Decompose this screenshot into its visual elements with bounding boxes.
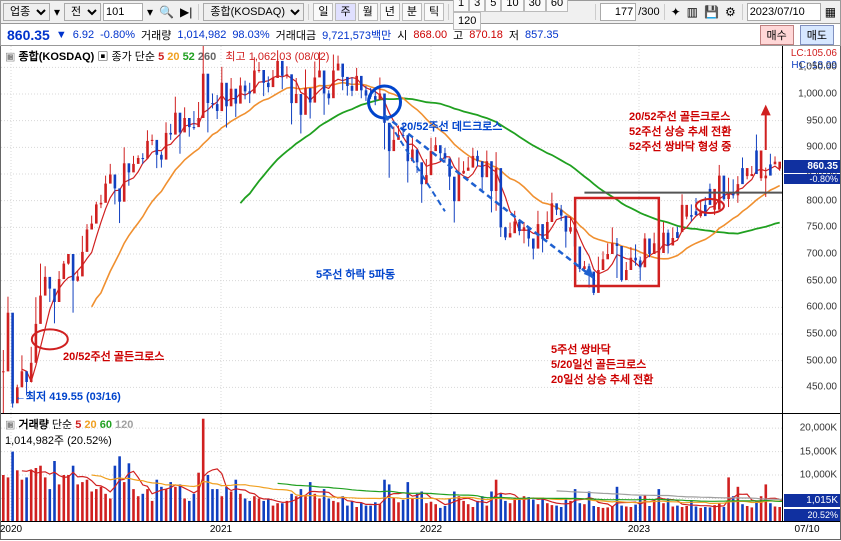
direction-arrow: ▼ [56, 29, 67, 41]
tool-icon[interactable]: ✦ [669, 5, 683, 19]
symbol-select[interactable]: 종합(KOSDAQ) [203, 3, 304, 21]
change: 6.92 [73, 29, 94, 41]
annotation: 20/52주선 데드크로스 [401, 118, 502, 134]
annotation: 5주선 하락 5파동 [316, 266, 395, 282]
high-label: 고 [453, 27, 463, 43]
low-note: ←최저 419.55 (03/16) [15, 388, 121, 404]
tick-1[interactable]: 1 [453, 0, 469, 12]
x-tick: 2021 [210, 524, 232, 535]
search-icon[interactable]: 🔍 [157, 5, 176, 19]
tick-5[interactable]: 5 [485, 0, 501, 12]
date-input[interactable] [747, 3, 821, 21]
last-price: 860.35 [7, 27, 50, 43]
lc-value: LC:105.06 [791, 48, 837, 59]
tick-3[interactable]: 3 [469, 0, 485, 12]
change-pct: -0.80% [100, 29, 135, 41]
volume-pct: 98.03% [232, 29, 269, 41]
forward-icon[interactable]: ▶| [178, 5, 194, 19]
chart-area: ▣ 종합(KOSDAQ) ▣ 종가 단순 5 20 52 260 최고 1,06… [0, 46, 841, 540]
interval-year[interactable]: 년 [380, 3, 400, 21]
price-yaxis: LC:105.06 HC:-18.99 450.00500.00550.0060… [782, 46, 840, 413]
open-value: 868.00 [413, 29, 447, 41]
annotation: 5/20일선 골든크로스 [551, 356, 646, 372]
calendar-icon[interactable]: ▦ [823, 5, 838, 19]
last-volume-pct-tag: 20.52% [784, 509, 840, 521]
page-pos-input[interactable] [600, 3, 636, 21]
interval-minute[interactable]: 분 [402, 3, 422, 21]
x-tick: 2020 [0, 524, 22, 535]
interval-day[interactable]: 일 [313, 3, 333, 21]
link-icon[interactable]: ▥ [685, 5, 700, 19]
amount-value: 9,721,573백만 [322, 27, 391, 43]
annotation: 52주선 쌍바닥 형성 중 [629, 138, 731, 154]
expand-down-icon[interactable]: ▾ [145, 5, 155, 19]
save-icon[interactable]: 💾 [702, 5, 721, 19]
infobar: 860.35 ▼ 6.92 -0.80% 거래량 1,014,982 98.03… [0, 24, 841, 46]
x-tick: 2022 [420, 524, 442, 535]
amount-label: 거래대금 [276, 27, 316, 43]
tick-30[interactable]: 30 [524, 0, 546, 12]
prefix-select[interactable]: 전 [64, 3, 101, 21]
x-tick-last: 07/10 [794, 524, 819, 535]
sell-button[interactable]: 매도 [800, 25, 834, 45]
annotation: 20/52주선 골든크로스 [629, 108, 730, 124]
tick-10[interactable]: 10 [501, 0, 523, 12]
toolbar: 업종 ▾ 전 ▾ 🔍 ▶| 종합(KOSDAQ) 일 주 월 년 분 틱 135… [0, 0, 841, 24]
low-value: 857.35 [525, 29, 559, 41]
high-value: 870.18 [469, 29, 503, 41]
volume-label: 거래량 [141, 27, 171, 43]
annotation: 5주선 쌍바닥 [551, 341, 611, 357]
annotation: 20일선 상승 추세 전환 [551, 371, 653, 387]
tick-60[interactable]: 60 [546, 0, 568, 12]
open-label: 시 [397, 27, 407, 43]
settings-icon[interactable]: ⚙ [723, 5, 738, 19]
last-price-tag: 860.35 [784, 160, 840, 173]
expand-down-icon[interactable]: ▾ [52, 5, 62, 19]
volume-chart-plot[interactable]: ▣ 거래량 단순 5 20 60 120 1,014,982주 (20.52%) [1, 414, 782, 521]
price-chart-plot[interactable]: ▣ 종합(KOSDAQ) ▣ 종가 단순 5 20 52 260 최고 1,06… [1, 46, 782, 413]
annotation: 52주선 상승 추세 전환 [629, 123, 731, 139]
code-input[interactable] [103, 3, 143, 21]
volume-yaxis: 5,000K10,000K15,000K20,000K1,015K20.52% [782, 414, 840, 521]
low-label: 저 [509, 27, 519, 43]
volume-value: 1,014,982 [177, 29, 226, 41]
last-pct-tag: -0.80% [784, 174, 840, 184]
annotation: 20/52주선 골든크로스 [63, 348, 164, 364]
last-volume-tag: 1,015K [784, 494, 840, 507]
interval-tick[interactable]: 틱 [424, 3, 444, 21]
page-total: /300 [638, 6, 659, 18]
buy-button[interactable]: 매수 [760, 25, 794, 45]
x-tick: 2023 [628, 524, 650, 535]
category-select[interactable]: 업종 [3, 3, 50, 21]
interval-week[interactable]: 주 [335, 3, 355, 21]
x-axis: 2020 2021 2022 2023 07/10 [1, 522, 840, 539]
interval-month[interactable]: 월 [358, 3, 378, 21]
